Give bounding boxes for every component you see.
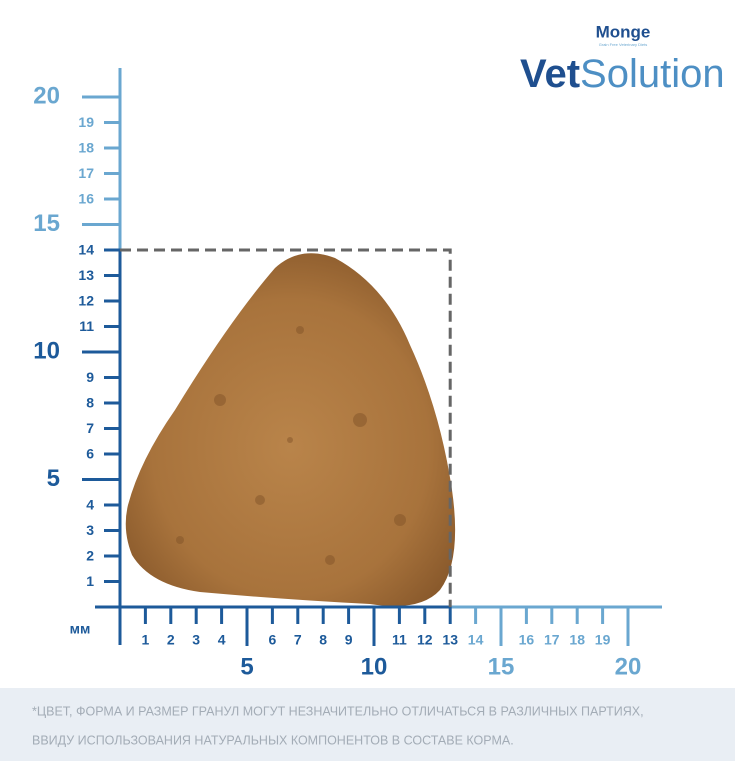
y-tick-label: 17 [78, 165, 94, 181]
y-tick-label: 10 [33, 337, 60, 364]
x-tick-label: 17 [544, 632, 560, 648]
x-tick-label: 13 [442, 632, 458, 648]
x-tick-label: 16 [519, 632, 535, 648]
y-tick-label: 6 [86, 446, 94, 462]
y-tick-label: 3 [86, 522, 94, 538]
size-box [120, 248, 452, 607]
x-tick-label: 18 [569, 632, 585, 648]
y-tick-label: 19 [78, 114, 94, 130]
y-tick-label: 4 [86, 497, 94, 513]
y-tick-label: 5 [47, 465, 60, 492]
unit-label: мм [70, 621, 91, 637]
y-tick-label: 18 [78, 140, 94, 156]
y-tick-label: 15 [33, 210, 60, 237]
x-tick-label: 11 [392, 632, 407, 648]
x-tick-label: 5 [240, 653, 253, 680]
brand-maker: Monge [596, 22, 651, 41]
y-tick-label: 8 [86, 395, 94, 411]
footnote-band [0, 688, 735, 761]
footnote-line: ВВИДУ ИСПОЛЬЗОВАНИЯ НАТУРАЛЬНЫХ КОМПОНЕН… [32, 733, 514, 747]
y-tick-label: 1 [86, 573, 94, 589]
y-tick-label: 16 [78, 191, 94, 207]
x-tick-label: 12 [417, 632, 433, 648]
x-tick-label: 4 [218, 632, 226, 648]
y-tick-label: 12 [78, 293, 94, 309]
y-tick-label: 11 [79, 318, 94, 334]
x-tick-label: 10 [361, 653, 388, 680]
x-tick-label: 3 [192, 632, 200, 648]
x-tick-label: 1 [142, 632, 150, 648]
x-tick-label: 15 [488, 653, 515, 680]
y-tick-label: 14 [78, 242, 94, 258]
x-tick-label: 14 [468, 632, 484, 648]
x-tick-label: 2 [167, 632, 175, 648]
x-tick-label: 8 [319, 632, 327, 648]
x-tick-label: 19 [595, 632, 611, 648]
y-tick-label: 9 [86, 369, 94, 385]
y-tick-label: 13 [78, 267, 94, 283]
product-bold: Vet [520, 52, 580, 96]
product-light: Solution [580, 52, 725, 96]
brand-tagline: Grain Free Veterinary Diets [599, 42, 647, 47]
kibble-texture [176, 326, 406, 565]
y-tick-label: 2 [86, 548, 94, 564]
y-tick-label: 20 [33, 82, 60, 109]
x-tick-label: 7 [294, 632, 302, 648]
x-tick-label: 6 [269, 632, 277, 648]
brand-product: VetSolution [520, 52, 725, 96]
x-tick-label: 9 [345, 632, 353, 648]
kibble [125, 253, 456, 607]
footnote-line: *ЦВЕТ, ФОРМА И РАЗМЕР ГРАНУЛ МОГУТ НЕЗНА… [32, 704, 644, 718]
ruler: мм11223344556677889910101111121213131414… [33, 68, 662, 680]
x-tick-label: 20 [615, 653, 642, 680]
y-tick-label: 7 [86, 420, 94, 436]
